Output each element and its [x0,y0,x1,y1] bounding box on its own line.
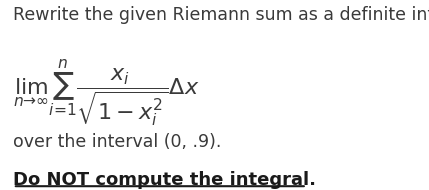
Text: Rewrite the given Riemann sum as a definite integral: Rewrite the given Riemann sum as a defin… [13,6,429,24]
Text: over the interval (0, .9).: over the interval (0, .9). [13,133,221,151]
Text: Do NOT compute the integral.: Do NOT compute the integral. [13,171,316,189]
Text: $\lim_{n\to\infty} \sum_{i=1}^{n} \dfrac{x_i}{\sqrt{1 - x_i^2}} \Delta x$: $\lim_{n\to\infty} \sum_{i=1}^{n} \dfrac… [13,57,199,127]
